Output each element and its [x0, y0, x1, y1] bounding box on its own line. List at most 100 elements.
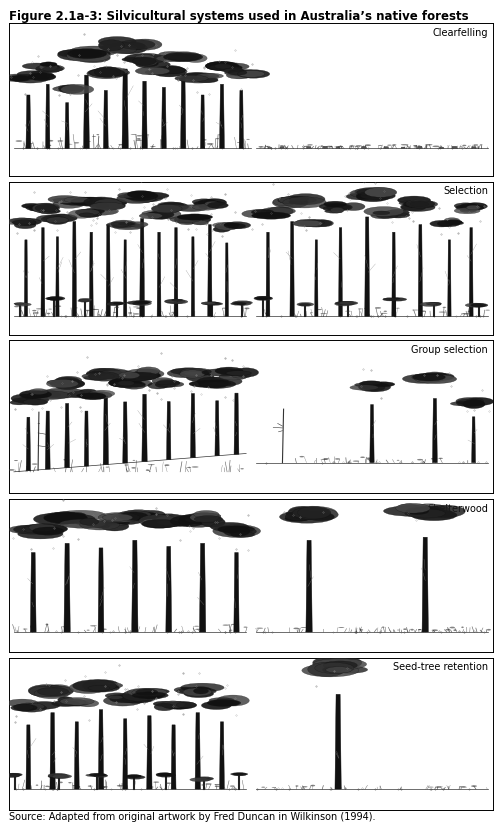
- Ellipse shape: [147, 522, 176, 528]
- Ellipse shape: [53, 199, 85, 208]
- Ellipse shape: [90, 69, 118, 77]
- Ellipse shape: [136, 135, 142, 136]
- Polygon shape: [46, 84, 50, 149]
- Ellipse shape: [458, 146, 462, 147]
- Polygon shape: [122, 69, 128, 149]
- Ellipse shape: [227, 223, 245, 228]
- Ellipse shape: [123, 383, 145, 390]
- Ellipse shape: [108, 378, 142, 387]
- Ellipse shape: [128, 39, 162, 50]
- Ellipse shape: [288, 506, 314, 517]
- Ellipse shape: [282, 197, 326, 208]
- Ellipse shape: [320, 146, 323, 147]
- Ellipse shape: [236, 302, 250, 305]
- Ellipse shape: [226, 72, 252, 79]
- Ellipse shape: [227, 69, 246, 75]
- Polygon shape: [83, 75, 89, 149]
- Ellipse shape: [223, 526, 249, 537]
- Ellipse shape: [156, 772, 171, 777]
- Ellipse shape: [44, 512, 79, 521]
- Polygon shape: [180, 79, 185, 149]
- Polygon shape: [139, 218, 144, 316]
- Ellipse shape: [135, 60, 170, 69]
- Ellipse shape: [397, 196, 430, 204]
- Ellipse shape: [88, 521, 113, 528]
- Ellipse shape: [163, 53, 202, 61]
- Ellipse shape: [301, 786, 307, 787]
- Ellipse shape: [205, 783, 211, 785]
- Ellipse shape: [195, 629, 202, 630]
- Ellipse shape: [36, 308, 43, 309]
- Polygon shape: [103, 396, 108, 465]
- Polygon shape: [416, 146, 421, 149]
- Ellipse shape: [22, 63, 51, 69]
- Ellipse shape: [53, 86, 76, 92]
- Ellipse shape: [80, 389, 96, 393]
- Ellipse shape: [18, 529, 63, 539]
- Ellipse shape: [103, 462, 107, 463]
- Ellipse shape: [251, 212, 290, 219]
- Ellipse shape: [292, 507, 329, 519]
- Ellipse shape: [150, 146, 155, 147]
- Ellipse shape: [406, 506, 443, 514]
- Ellipse shape: [55, 305, 61, 307]
- Ellipse shape: [232, 772, 246, 776]
- Polygon shape: [471, 417, 474, 462]
- Polygon shape: [50, 713, 55, 789]
- Ellipse shape: [196, 74, 223, 79]
- Ellipse shape: [87, 521, 107, 528]
- Ellipse shape: [190, 686, 210, 692]
- Ellipse shape: [179, 370, 204, 378]
- Ellipse shape: [297, 507, 330, 519]
- Ellipse shape: [484, 309, 489, 311]
- Ellipse shape: [52, 700, 80, 706]
- Ellipse shape: [53, 517, 82, 523]
- Ellipse shape: [40, 62, 57, 67]
- Ellipse shape: [118, 512, 148, 520]
- Ellipse shape: [200, 382, 227, 387]
- Ellipse shape: [120, 783, 125, 785]
- Ellipse shape: [43, 66, 63, 72]
- Ellipse shape: [84, 50, 110, 57]
- Ellipse shape: [325, 667, 351, 673]
- Ellipse shape: [127, 688, 157, 696]
- Ellipse shape: [162, 702, 192, 710]
- Ellipse shape: [417, 629, 420, 630]
- Polygon shape: [142, 81, 147, 149]
- Ellipse shape: [174, 75, 208, 82]
- Ellipse shape: [464, 303, 485, 308]
- Ellipse shape: [92, 67, 128, 76]
- Ellipse shape: [140, 61, 158, 67]
- Ellipse shape: [75, 786, 80, 787]
- Ellipse shape: [181, 73, 218, 79]
- Ellipse shape: [114, 515, 138, 522]
- Ellipse shape: [14, 306, 19, 308]
- Ellipse shape: [174, 687, 194, 693]
- Ellipse shape: [48, 140, 53, 141]
- Ellipse shape: [74, 142, 79, 143]
- Ellipse shape: [425, 303, 436, 305]
- Ellipse shape: [382, 298, 394, 300]
- Ellipse shape: [184, 513, 221, 524]
- Ellipse shape: [12, 74, 49, 83]
- Ellipse shape: [48, 195, 81, 203]
- Ellipse shape: [302, 509, 338, 521]
- Ellipse shape: [21, 528, 43, 533]
- Polygon shape: [361, 146, 366, 149]
- Ellipse shape: [57, 378, 79, 385]
- Ellipse shape: [177, 214, 212, 220]
- Ellipse shape: [286, 194, 324, 205]
- Ellipse shape: [205, 61, 238, 70]
- Ellipse shape: [111, 513, 145, 524]
- Ellipse shape: [378, 211, 402, 216]
- Ellipse shape: [292, 220, 322, 227]
- Ellipse shape: [33, 527, 64, 535]
- Ellipse shape: [231, 532, 254, 538]
- Ellipse shape: [132, 301, 151, 306]
- Polygon shape: [290, 222, 294, 316]
- Text: Figure 2.1a-3: Silvicultural systems used in Australia’s native forests: Figure 2.1a-3: Silvicultural systems use…: [9, 10, 468, 23]
- Ellipse shape: [130, 195, 157, 203]
- Ellipse shape: [111, 220, 136, 227]
- Ellipse shape: [16, 141, 22, 142]
- Ellipse shape: [211, 303, 220, 304]
